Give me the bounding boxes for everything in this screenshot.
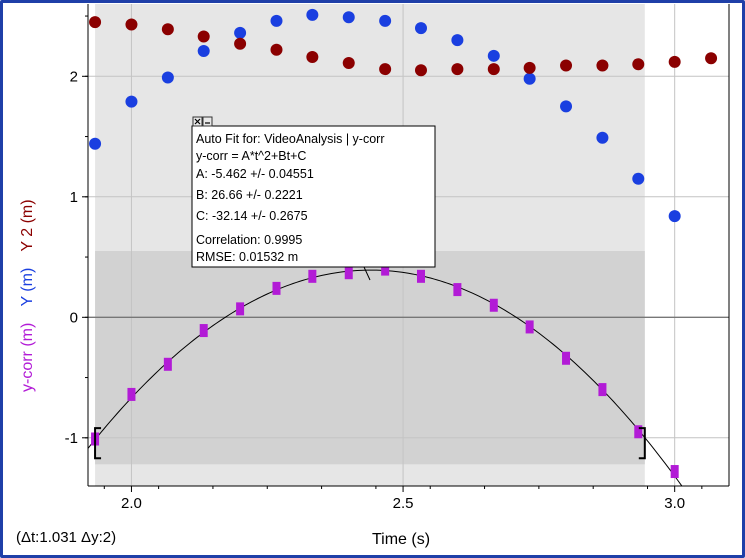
- fit-box-leader: [363, 266, 371, 281]
- data-point: [197, 30, 210, 43]
- data-point: [379, 63, 392, 76]
- fit-rmse: RMSE: 0.01532 m: [196, 250, 298, 264]
- series-y-2: [89, 16, 718, 77]
- data-point: [414, 64, 427, 77]
- data-point: [632, 172, 645, 185]
- data-point: [270, 14, 283, 27]
- x-tick-label: 3.0: [664, 495, 685, 512]
- fit-info-box[interactable]: Auto Fit for: VideoAnalysis | y-corr y-c…: [191, 116, 436, 268]
- data-point: [670, 465, 679, 479]
- data-point: [127, 387, 136, 401]
- fit-equation: y-corr = A*t^2+Bt+C: [196, 149, 306, 163]
- data-point: [451, 34, 464, 47]
- data-point: [161, 23, 174, 36]
- data-point: [199, 324, 208, 338]
- data-point: [344, 266, 353, 280]
- data-point: [414, 22, 427, 35]
- data-point: [197, 44, 210, 57]
- data-point: [89, 16, 102, 29]
- data-point: [560, 100, 573, 113]
- fit-correlation: Correlation: 0.9995: [196, 233, 302, 247]
- data-point: [668, 55, 681, 68]
- y-tick-label: -1: [65, 430, 78, 447]
- data-point: [596, 131, 609, 144]
- data-point: [236, 302, 245, 316]
- data-point: [342, 11, 355, 24]
- data-points: [89, 8, 718, 479]
- data-point: [381, 262, 390, 276]
- data-point: [487, 63, 500, 76]
- y-axis-title-ycorr: y-corr (m): [19, 323, 36, 392]
- y-tick-label: 1: [70, 189, 78, 206]
- data-point: [416, 269, 425, 283]
- data-point: [308, 269, 317, 283]
- delta-readout: (Δt:1.031 Δy:2): [16, 529, 116, 546]
- selection-bracket-right[interactable]: [638, 427, 646, 460]
- y-tick-label: 2: [70, 68, 78, 85]
- fit-curve: [88, 269, 683, 486]
- data-point: [234, 26, 247, 39]
- x-tick-label: 2.5: [393, 495, 414, 512]
- data-point: [489, 298, 498, 312]
- data-point: [598, 383, 607, 397]
- data-point: [161, 71, 174, 84]
- data-point: [89, 137, 102, 150]
- data-point: [705, 52, 718, 65]
- data-point: [487, 49, 500, 62]
- data-point: [306, 8, 319, 21]
- data-point: [634, 425, 643, 439]
- ticks: 2.0 2.5 3.0 -1 0 1 2: [65, 15, 703, 512]
- data-point: [342, 57, 355, 70]
- data-point: [668, 210, 681, 223]
- fit-param-a: A: -5.462 +/- 0.04551: [196, 167, 314, 181]
- data-point: [163, 357, 172, 371]
- series-y-corr: [91, 262, 679, 479]
- minimize-icon[interactable]: [202, 116, 213, 127]
- data-point: [270, 43, 283, 56]
- fit-box-title: Auto Fit for: VideoAnalysis | y-corr: [196, 132, 385, 146]
- fit-param-b: B: 26.66 +/- 0.2221: [196, 188, 303, 202]
- data-point: [234, 37, 247, 50]
- data-point: [306, 51, 319, 64]
- selection-region-fit[interactable]: [95, 251, 645, 465]
- data-point: [125, 18, 138, 31]
- y-tick-label: 0: [70, 309, 78, 326]
- data-point: [562, 351, 571, 365]
- data-point: [451, 63, 464, 76]
- y-axis-title-y2: Y 2 (m): [19, 199, 36, 251]
- data-point: [632, 58, 645, 71]
- data-point: [523, 61, 536, 74]
- data-point: [125, 95, 138, 108]
- selection-bracket-left[interactable]: [94, 427, 102, 460]
- data-point: [525, 320, 534, 334]
- data-point: [596, 59, 609, 72]
- fit-param-c: C: -32.14 +/- 0.2675: [196, 209, 308, 223]
- y-axis-title-y: Y (m): [19, 268, 36, 307]
- x-axis-title: Time (s): [372, 531, 430, 548]
- data-point: [272, 281, 281, 295]
- svg-text:y-corr (m) Y (m) Y: y-corr (m) Y (m) Y 2 (m): [19, 199, 36, 392]
- data-point: [379, 14, 392, 27]
- data-point: [560, 59, 573, 72]
- close-icon[interactable]: [192, 116, 203, 127]
- x-tick-label: 2.0: [121, 495, 142, 512]
- data-point: [523, 72, 536, 85]
- data-point: [453, 283, 462, 297]
- series-y: [89, 8, 681, 223]
